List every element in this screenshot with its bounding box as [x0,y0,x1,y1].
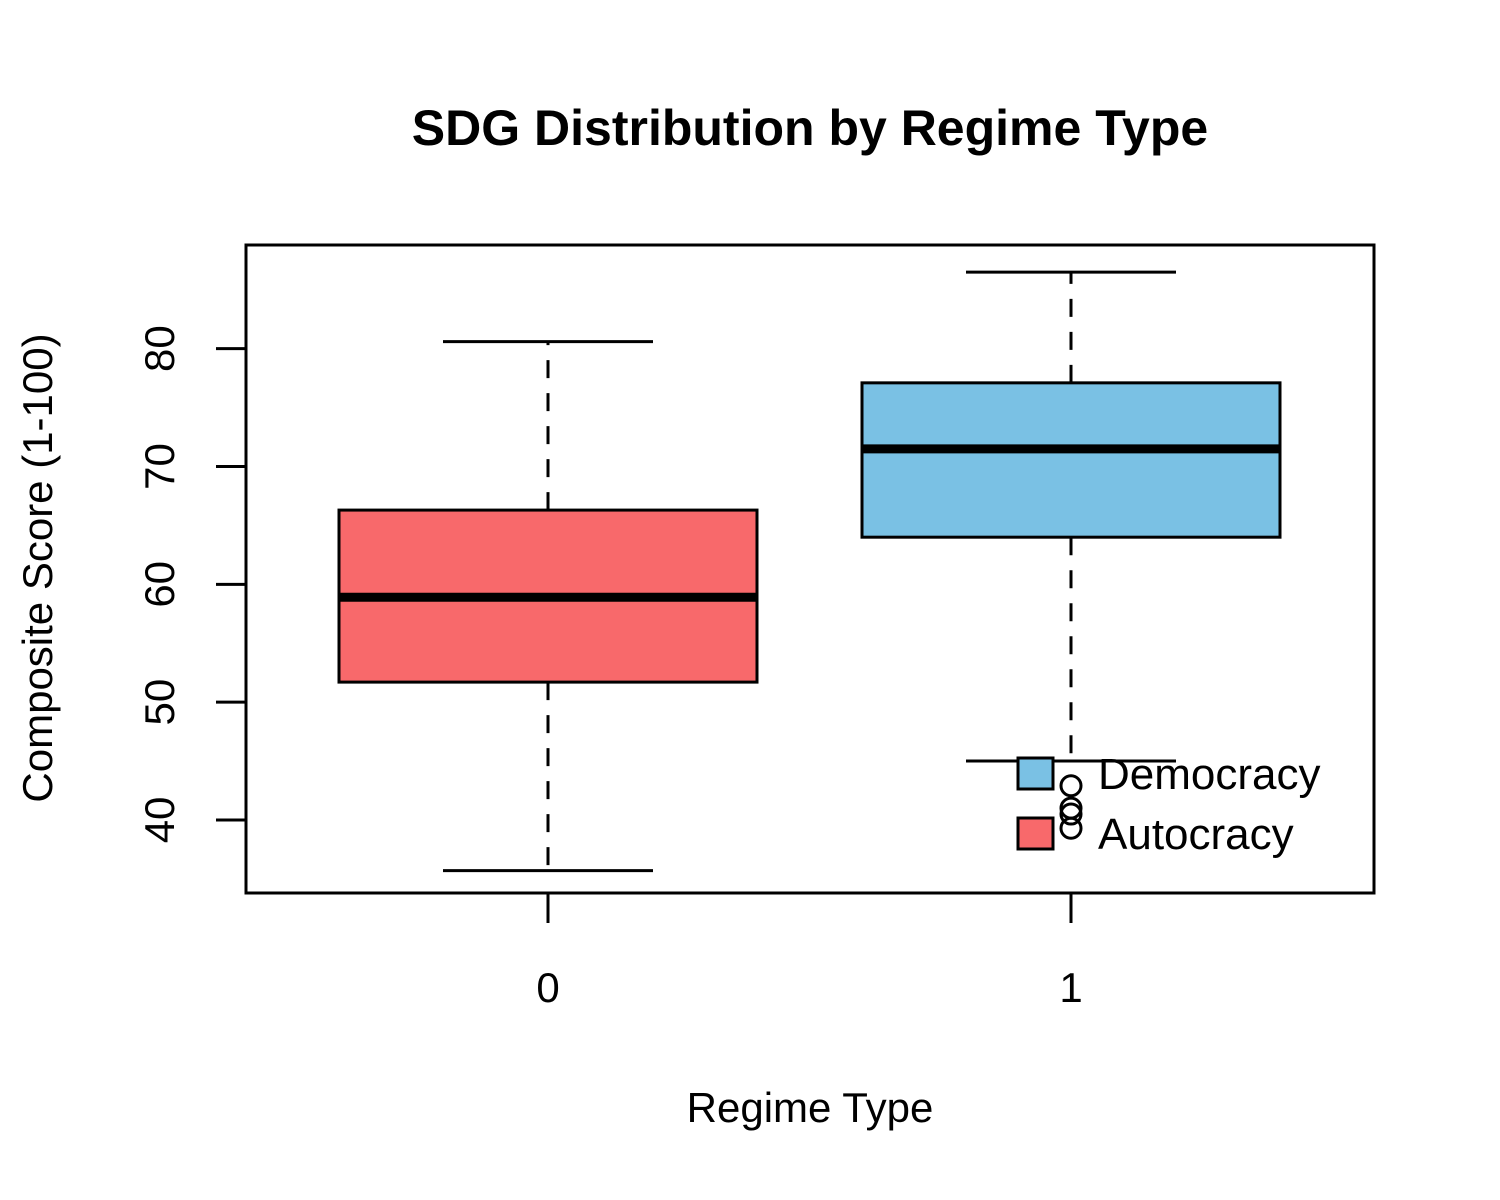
outlier-point [1059,816,1083,840]
boxes [337,270,1282,873]
y-tick-label: 70 [136,443,183,490]
y-tick-label: 50 [136,679,183,726]
y-axis: 40 50 60 70 80 [136,325,248,844]
box-iqr [860,381,1282,539]
legend-item-autocracy: Autocracy [1016,810,1294,859]
box-group-1 [860,270,1282,840]
legend-label: Autocracy [1098,810,1294,859]
x-tick-label: 1 [1059,964,1082,1011]
x-tick-label: 0 [536,964,559,1011]
legend: Democracy Autocracy [1016,750,1321,859]
y-tick-label: 40 [136,797,183,844]
legend-swatch [1016,756,1055,791]
box-group-0 [337,340,759,873]
outlier-point [1059,802,1083,826]
legend-item-democracy: Democracy [1016,750,1321,799]
outlier-point [1059,774,1083,798]
y-axis-label: Composite Score (1-100) [14,333,61,802]
y-tick-label: 60 [136,561,183,608]
legend-swatch [1016,816,1055,851]
chart-title: SDG Distribution by Regime Type [412,100,1208,156]
y-tick-label: 80 [136,325,183,372]
x-axis-label: Regime Type [687,1084,934,1131]
legend-label: Democracy [1098,750,1321,799]
